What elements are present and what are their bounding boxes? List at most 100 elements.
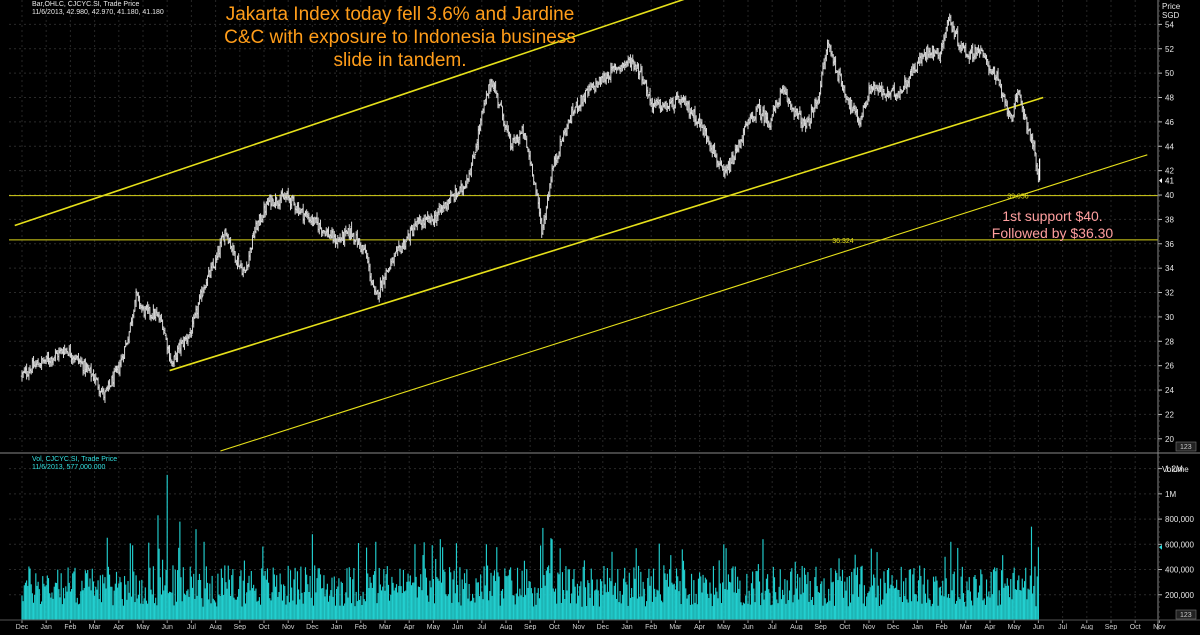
price-bar (631, 54, 634, 65)
volume-tick-label: 800,000 (1165, 515, 1194, 524)
month-label: May (1008, 624, 1022, 630)
price-bar (635, 64, 638, 72)
price-legend-line1: Bar,OHLC, CJCYC.SI, Trade Price (32, 1, 140, 8)
month-label: Jan (621, 624, 632, 630)
price-bar (274, 193, 277, 209)
price-legend: Bar,OHLC, CJCYC.SI, Trade Price 11/6/201… (32, 1, 164, 17)
headline-annotation: Jakarta Index today fell 3.6% and Jardin… (150, 3, 650, 72)
month-label: Nov (863, 624, 876, 630)
trend-channel-lines (14, 0, 1148, 452)
volume-tick-label: 1.2M (1165, 465, 1183, 474)
month-label: Jun (1033, 624, 1044, 630)
month-label: Dec (16, 624, 29, 630)
price-bar (108, 379, 111, 390)
price-bar (32, 356, 35, 369)
month-label: Jan (41, 624, 52, 630)
volume-axis: 200,000 400,000 600,000 800,000 1M 1.2M 123 (1158, 465, 1197, 620)
volume-bars (21, 474, 1039, 620)
price-bar (270, 195, 274, 207)
month-label: Sep (524, 624, 537, 630)
support-level-label: 39.956 (1007, 194, 1029, 201)
price-tick-label: 50 (1165, 69, 1174, 78)
support-annotation: 1st support $40. Followed by $36.30 (985, 208, 1120, 242)
month-label: Apr (404, 624, 416, 630)
price-tick-label: 52 (1165, 45, 1174, 54)
volume-scale-label: 123 (1180, 612, 1192, 619)
support-lines: 39.956 36.324 (9, 194, 1158, 245)
price-tick-label: 36 (1165, 240, 1174, 249)
price-bars (20, 13, 1041, 403)
price-axis-label: Price (1162, 2, 1181, 11)
price-tick-label: 24 (1165, 386, 1174, 395)
price-bar (996, 67, 1000, 81)
volume-legend-line2: 11/6/2013, 577,000.000 (32, 464, 106, 471)
month-label: Aug (1081, 624, 1094, 630)
price-bar (827, 39, 830, 48)
price-tick-label: 40 (1165, 191, 1174, 200)
month-label: Mar (379, 624, 392, 630)
price-bar (889, 91, 893, 100)
price-bar (311, 214, 314, 227)
month-axis: Dec Jan Feb Mar Apr May Jun Jul Aug Sep Oct Nov Dec J… (16, 620, 1166, 631)
price-tick-label: 46 (1165, 118, 1174, 127)
price-bar (103, 391, 107, 403)
month-label: Sep (1105, 624, 1118, 630)
price-bar (404, 239, 407, 250)
month-label: Dec (887, 624, 900, 630)
price-tick-label: 32 (1165, 289, 1174, 298)
price-bar (525, 135, 528, 149)
price-legend-line2: 11/6/2013, 42.980, 42.970, 41.180, 41.18… (32, 9, 164, 16)
month-label: Nov (1153, 624, 1166, 630)
price-bar (134, 288, 138, 307)
price-bar (507, 125, 510, 137)
headline-line: Jakarta Index today fell 3.6% and Jardin… (225, 4, 575, 25)
volume-tick-label: 400,000 (1165, 566, 1194, 575)
month-label: Jul (768, 624, 777, 630)
price-axis: 20 22 24 26 28 30 32 34 36 38 40 42 44 46 48 50 52 54 41 12… (1158, 20, 1197, 452)
month-label: Feb (936, 624, 948, 630)
last-price-marker-bg (1159, 175, 1175, 186)
price-tick-label: 42 (1165, 167, 1174, 176)
price-bar (496, 93, 500, 109)
headline-line: C&C with exposure to Indonesia business (224, 27, 576, 48)
month-label: Aug (790, 624, 803, 630)
volume-legend-line1: Vol, CJCYC.SI, Trade Price (32, 456, 118, 463)
month-label: Dec (597, 624, 610, 630)
price-bar (94, 373, 97, 386)
month-label: Aug (209, 624, 222, 630)
volume-axis-title: Volume (1162, 465, 1189, 474)
month-label: Apr (985, 624, 997, 630)
month-label: Jul (477, 624, 486, 630)
month-label: Mar (669, 624, 682, 630)
price-bar (89, 363, 93, 382)
month-label: May (717, 624, 731, 630)
price-bar (394, 252, 397, 257)
volume-legend: Vol, CJCYC.SI, Trade Price 11/6/2013, 57… (32, 456, 117, 472)
price-bar (614, 63, 617, 71)
price-bar (212, 258, 215, 269)
volume-tick-label: 200,000 (1165, 591, 1194, 600)
price-tick-label: 38 (1165, 215, 1174, 224)
price-tick-label: 44 (1165, 142, 1174, 151)
price-bar (313, 216, 316, 225)
month-label: Sep (234, 624, 247, 630)
month-label: Jun (162, 624, 173, 630)
last-volume-pointer (1159, 544, 1162, 550)
trend-channel-line (220, 154, 1148, 452)
month-label: Nov (572, 624, 585, 630)
volume-tick-label: 1M (1165, 490, 1176, 499)
price-bar (552, 165, 555, 172)
month-label: Feb (64, 624, 76, 630)
price-bar (473, 153, 477, 159)
month-label: Oct (839, 624, 850, 630)
month-label: Dec (306, 624, 319, 630)
price-bar (500, 100, 503, 107)
price-scale-box (1175, 441, 1197, 452)
price-bar (615, 67, 618, 74)
month-label: Jul (1058, 624, 1067, 630)
support-annotation-line: 1st support $40. (1002, 208, 1103, 224)
price-axis-title: Price SGD (1162, 2, 1180, 20)
month-label: Apr (694, 624, 706, 630)
